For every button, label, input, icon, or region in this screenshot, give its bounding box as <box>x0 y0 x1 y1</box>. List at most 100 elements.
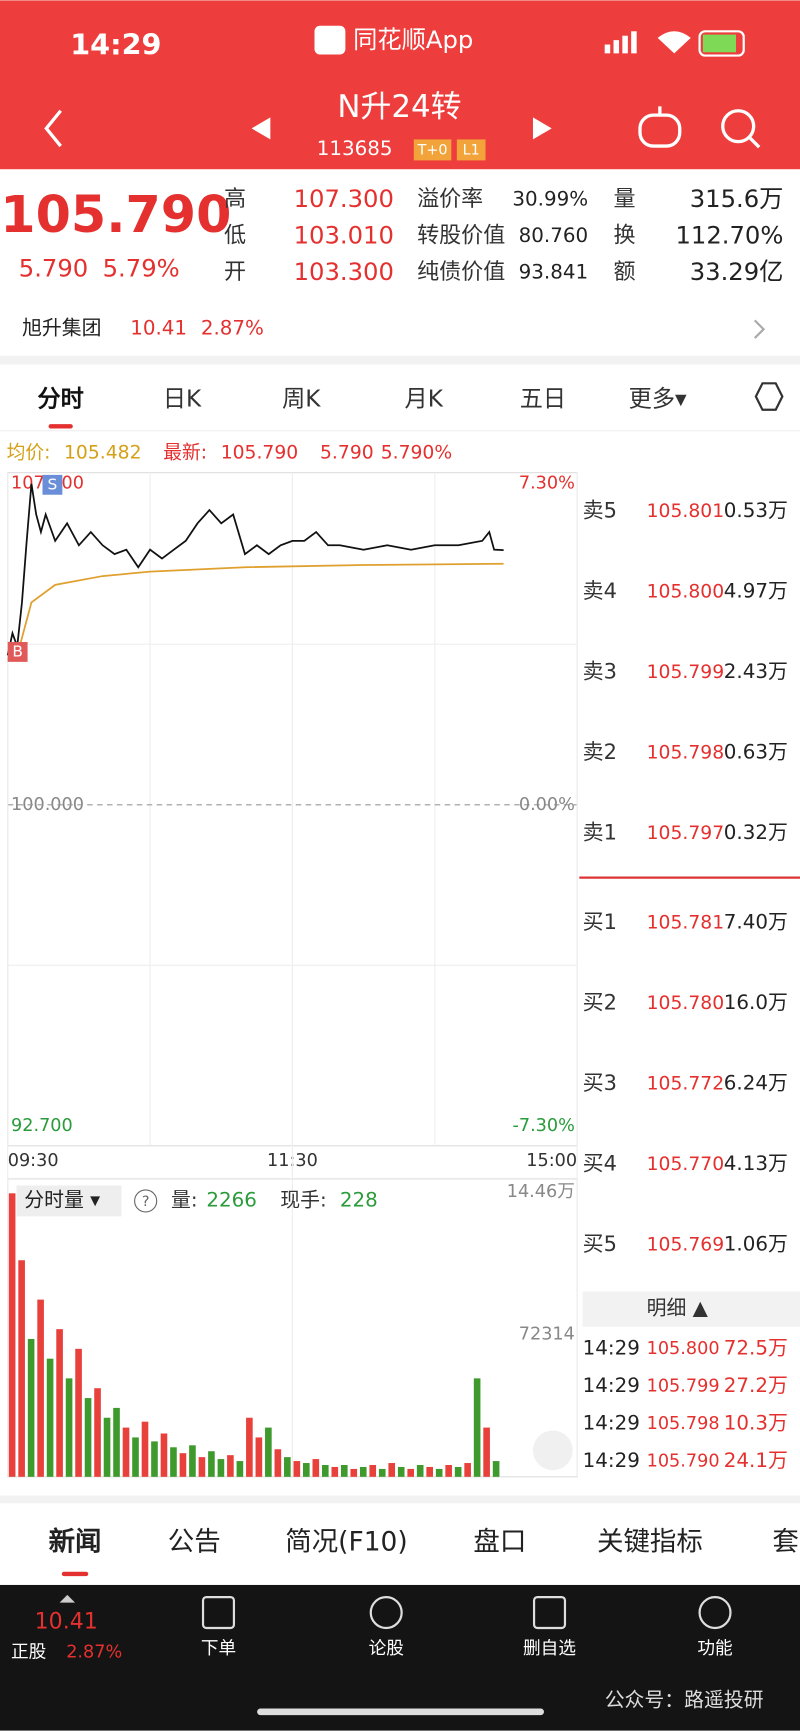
volume-bar <box>265 1427 272 1477</box>
volume-bar <box>246 1417 253 1477</box>
nav-label: 正股 <box>11 1642 47 1662</box>
volume-bar <box>27 1338 35 1477</box>
volume-bar <box>65 1378 73 1477</box>
stock-name: 旭升集团 <box>22 317 101 340</box>
tab[interactable]: 分时 <box>38 385 84 412</box>
volume-bar <box>426 1466 433 1477</box>
volume-bar <box>284 1457 291 1477</box>
volume-bar <box>274 1449 282 1477</box>
volume-bar <box>132 1437 139 1477</box>
volume-selector[interactable] <box>16 1185 122 1217</box>
expand-button[interactable] <box>532 1430 573 1471</box>
volume-bar <box>236 1461 244 1477</box>
tab[interactable]: 五日 <box>520 385 566 412</box>
book-volume: 0.63万 <box>724 740 788 763</box>
security-code: 113685 <box>317 137 393 160</box>
detail-title[interactable]: 明细 ▲ <box>647 1297 709 1320</box>
watermark: 公众号：路遥投研 <box>605 1688 764 1711</box>
nav-icon[interactable] <box>369 1595 403 1630</box>
news-tab[interactable]: 公告 <box>168 1527 221 1558</box>
nav-icon[interactable] <box>201 1595 236 1630</box>
volume-tick-label: 72314 <box>519 1324 575 1344</box>
volume-bar <box>170 1447 177 1477</box>
nav-item[interactable]: 下单 <box>201 1638 236 1659</box>
tab[interactable]: 月K <box>405 385 444 412</box>
volume-bar <box>94 1388 101 1477</box>
book-label: 卖3 <box>583 659 617 683</box>
tab[interactable]: 周K <box>282 385 321 412</box>
search-icon[interactable] <box>721 109 761 149</box>
settings-icon[interactable] <box>754 382 784 411</box>
book-label: 卖1 <box>583 821 617 845</box>
price-change: 5.790 <box>19 254 88 283</box>
stat-label: 换 <box>614 224 636 249</box>
tab[interactable]: 更多▾ <box>629 385 687 412</box>
prev-button[interactable] <box>251 117 271 140</box>
separator <box>0 1495 800 1504</box>
nav-item[interactable]: 论股 <box>369 1638 405 1659</box>
quote-stats: 高 107.300 低 103.010 开 103.300 溢价率 30.99% 转股价值 80.… <box>224 184 783 286</box>
nav-icon[interactable] <box>532 1595 567 1630</box>
y2-tick-label: -7.30% <box>512 1116 574 1136</box>
detail-time: 14:29 <box>583 1374 640 1397</box>
book-volume: 0.53万 <box>724 499 788 522</box>
chart: 107.300100.00092.7007.30%0.00%-7.30%09:3… <box>6 472 578 1477</box>
trade-marker <box>42 474 63 495</box>
news-tab[interactable]: 新闻 <box>49 1527 102 1558</box>
book-label: 买1 <box>583 910 617 934</box>
stat-value: 107.300 <box>294 184 394 213</box>
vol-value: 2266 <box>206 1188 257 1211</box>
y2-tick-label: 0.00% <box>519 795 575 815</box>
volume-bar <box>56 1329 63 1477</box>
volume-bar <box>492 1461 500 1477</box>
volume-bar <box>359 1466 367 1477</box>
last-price: 105.790 <box>0 185 231 244</box>
volume-bar <box>303 1463 310 1477</box>
help-icon[interactable] <box>134 1189 158 1213</box>
next-button[interactable] <box>532 117 552 140</box>
stat-value: 103.010 <box>294 221 394 250</box>
volume-bar <box>141 1421 149 1477</box>
volume-title[interactable]: 分时量 ▾ <box>24 1188 100 1211</box>
news-tab[interactable]: 关键指标 <box>597 1527 703 1558</box>
stock-price: 10.41 <box>130 317 187 340</box>
book-label: 买2 <box>583 990 617 1014</box>
tab[interactable]: 日K <box>163 385 202 412</box>
volume-bar <box>179 1453 187 1477</box>
chart-tabs: 分时 日K 周K 月K 五日 更多▾ <box>38 385 687 429</box>
avg-label: 均价: <box>7 441 51 463</box>
up-arrow <box>59 1594 76 1603</box>
back-button[interactable] <box>44 109 62 148</box>
news-tab[interactable]: 简况(F10) <box>285 1527 408 1558</box>
trade-marker <box>7 642 28 662</box>
status-icons <box>604 30 745 57</box>
volume-bar <box>75 1348 82 1477</box>
volume-bar <box>160 1433 168 1477</box>
volume-bar <box>8 1193 16 1477</box>
nav-icon[interactable] <box>698 1595 732 1630</box>
chevron[interactable] <box>753 319 766 339</box>
news-tab[interactable]: 盘口 <box>473 1527 526 1558</box>
nav-item[interactable]: 功能 <box>697 1638 732 1659</box>
robot-icon[interactable] <box>638 106 682 148</box>
x-tick-label: 09:30 <box>8 1151 59 1171</box>
tab-indicator <box>48 424 73 429</box>
detail-list: 14:29 105.800 72.5万 14:29 105.799 27.2万 14:29 1… <box>583 1336 788 1472</box>
latest-label: 最新: <box>163 441 207 463</box>
stat-label: 量 <box>614 187 636 212</box>
help-text[interactable]: ? <box>142 1194 150 1210</box>
stat-value: 112.70% <box>675 221 783 250</box>
volume-bar <box>189 1445 196 1477</box>
home-indicator <box>257 1708 544 1716</box>
book-volume: 6.24万 <box>724 1071 788 1094</box>
stat-value: 315.6万 <box>690 184 784 213</box>
stat-label: 溢价率 <box>417 187 483 212</box>
detail-volume: 24.1万 <box>724 1449 788 1472</box>
stat-value: 33.29亿 <box>690 257 784 286</box>
book-volume: 0.32万 <box>724 821 788 844</box>
volume-bar <box>473 1378 481 1477</box>
news-tab[interactable]: 套 <box>772 1527 798 1558</box>
trade-marker-label: B <box>12 642 23 660</box>
nav-item[interactable]: 删自选 <box>523 1638 576 1659</box>
